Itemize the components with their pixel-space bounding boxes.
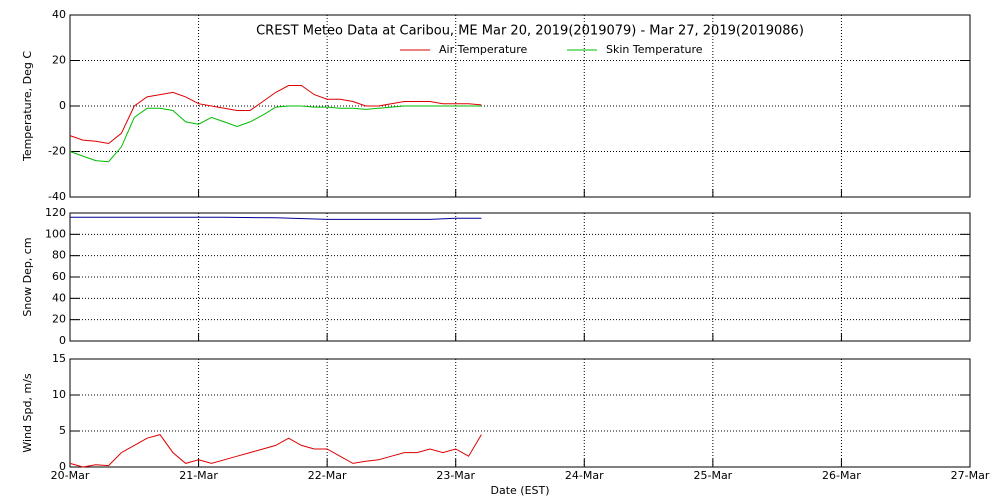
series-line bbox=[70, 216, 482, 220]
y-tick-label: -20 bbox=[48, 145, 66, 158]
series-line bbox=[69, 85, 482, 145]
legend-label: Skin Temperature bbox=[606, 43, 703, 56]
y-tick-label: 100 bbox=[45, 227, 66, 240]
series-line bbox=[69, 434, 482, 468]
y-tick-label: 40 bbox=[52, 291, 66, 304]
x-tick-label: 20-Mar bbox=[51, 469, 90, 482]
legend-label: Air Temperature bbox=[439, 43, 528, 56]
chart-title: CREST Meteo Data at Caribou, ME Mar 20, … bbox=[256, 24, 804, 39]
y-tick-label: -40 bbox=[48, 190, 66, 203]
y-tick-label: 5 bbox=[59, 424, 66, 437]
x-axis-label: Date (EST) bbox=[490, 484, 549, 497]
x-tick-label: 26-Mar bbox=[822, 469, 861, 482]
y-tick-label: 80 bbox=[52, 249, 66, 262]
x-tick-label: 27-Mar bbox=[951, 469, 990, 482]
y-tick-label: 0 bbox=[59, 460, 66, 473]
y-tick-label: 60 bbox=[52, 270, 66, 283]
series-line bbox=[69, 105, 482, 163]
x-tick-label: 21-Mar bbox=[179, 469, 218, 482]
x-tick-label: 25-Mar bbox=[693, 469, 732, 482]
x-tick-label: 23-Mar bbox=[436, 469, 475, 482]
y-tick-label: 40 bbox=[52, 8, 66, 21]
y-tick-label: 20 bbox=[52, 54, 66, 67]
y-tick-label: 0 bbox=[59, 99, 66, 112]
y-tick-label: 15 bbox=[52, 352, 66, 365]
y-axis-label: Snow Dep, cm bbox=[21, 237, 34, 316]
y-tick-label: 120 bbox=[45, 206, 66, 219]
y-tick-label: 0 bbox=[59, 334, 66, 347]
x-tick-label: 22-Mar bbox=[308, 469, 347, 482]
y-tick-label: 10 bbox=[52, 388, 66, 401]
y-axis-label: Wind Spd, m/s bbox=[21, 373, 34, 453]
plot-frame bbox=[69, 358, 971, 468]
y-axis-label: Temperature, Deg C bbox=[21, 51, 34, 162]
y-tick-label: 20 bbox=[52, 313, 66, 326]
x-tick-label: 24-Mar bbox=[565, 469, 604, 482]
